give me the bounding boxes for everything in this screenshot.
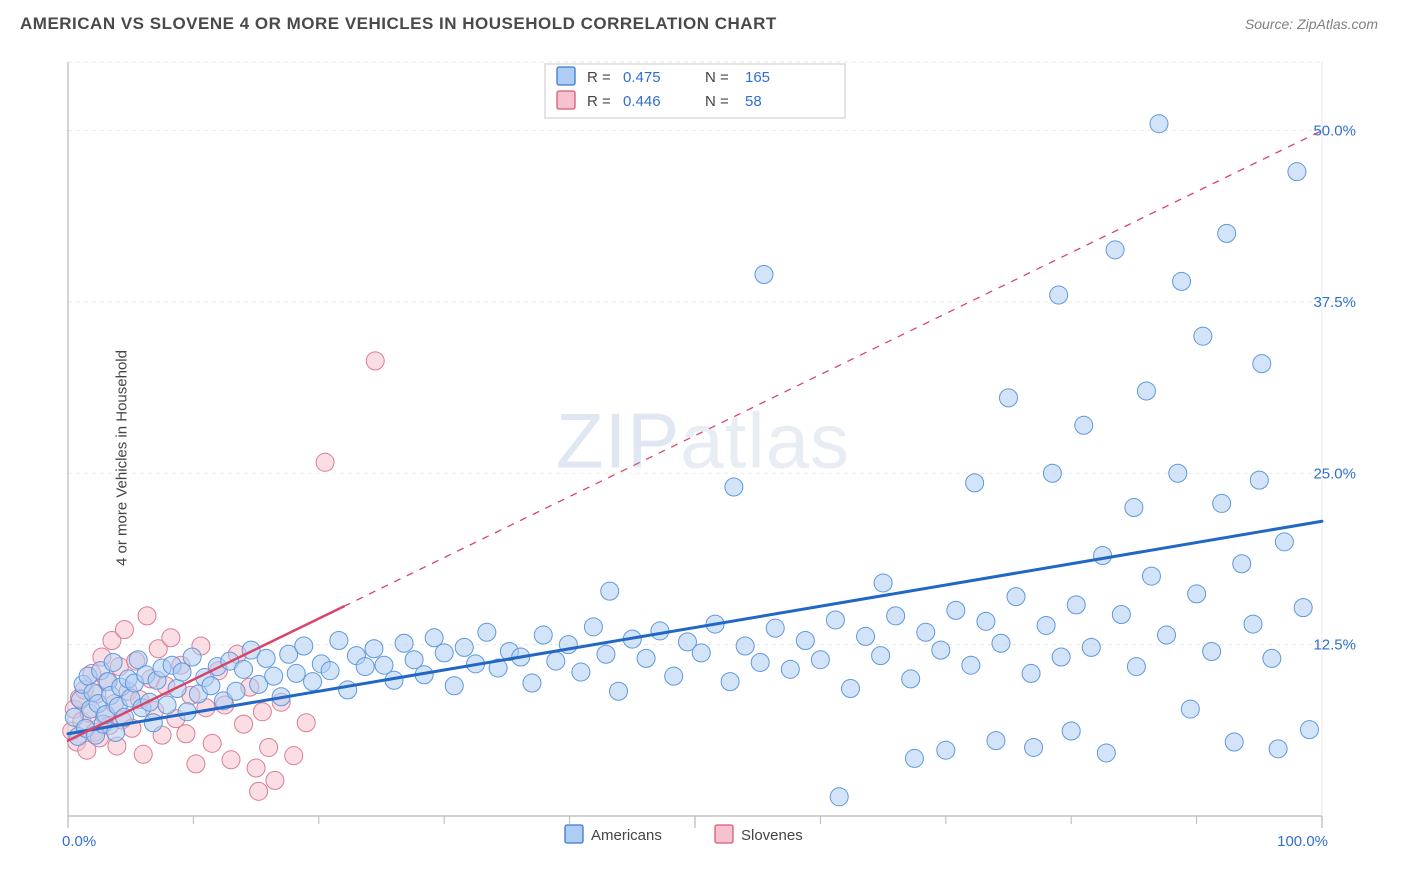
svg-text:Slovenes: Slovenes <box>741 827 803 844</box>
svg-text:50.0%: 50.0% <box>1313 123 1356 140</box>
svg-text:N =: N = <box>705 93 729 110</box>
svg-text:12.5%: 12.5% <box>1313 637 1356 654</box>
svg-text:100.0%: 100.0% <box>1277 833 1328 850</box>
chart-container: 4 or more Vehicles in Household ZIPatlas… <box>20 44 1386 872</box>
svg-text:0.446: 0.446 <box>623 93 661 110</box>
y-axis-label: 4 or more Vehicles in Household <box>113 350 130 566</box>
svg-text:37.5%: 37.5% <box>1313 294 1356 311</box>
svg-text:Americans: Americans <box>591 827 662 844</box>
svg-text:R =: R = <box>587 93 611 110</box>
source-label: Source: ZipAtlas.com <box>1245 16 1378 32</box>
scatter-chart: 12.5% 25.0% 37.5% 50.0% 0.0% 100.0% Americans S… <box>20 44 1360 854</box>
svg-text:165: 165 <box>745 69 770 86</box>
svg-text:58: 58 <box>745 93 762 110</box>
svg-text:0.0%: 0.0% <box>62 833 96 850</box>
svg-text:0.475: 0.475 <box>623 69 661 86</box>
page-title: AMERICAN VS SLOVENE 4 OR MORE VEHICLES I… <box>20 14 777 34</box>
svg-text:N =: N = <box>705 69 729 86</box>
svg-text:25.0%: 25.0% <box>1313 465 1356 482</box>
svg-text:R =: R = <box>587 69 611 86</box>
